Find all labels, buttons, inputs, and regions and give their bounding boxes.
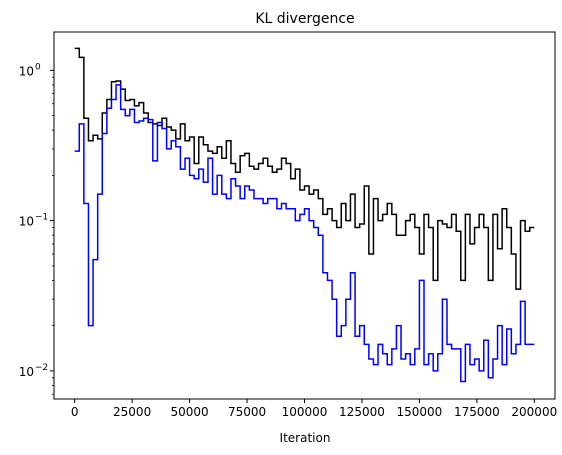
y-tick-label: 10 <box>19 64 34 78</box>
y-tick-exponent: −1 <box>35 213 48 223</box>
plot-frame <box>53 31 556 400</box>
chart-title: KL divergence <box>255 11 354 27</box>
x-tick-label: 125000 <box>339 405 385 419</box>
y-tick-label: 10 <box>19 365 34 379</box>
x-tick-label: 175000 <box>454 405 500 419</box>
x-axis-label: Iteration <box>280 431 331 445</box>
x-tick-label: 75000 <box>228 405 266 419</box>
x-tick-label: 200000 <box>511 405 557 419</box>
y-tick-exponent: 0 <box>35 62 41 72</box>
series-line-1 <box>74 84 535 383</box>
y-tick-exponent: −2 <box>35 363 48 373</box>
x-tick-label: 25000 <box>113 405 151 419</box>
y-tick-label: 10 <box>19 215 34 229</box>
x-tick-label: 150000 <box>397 405 443 419</box>
x-axis: 0 25000 50000 75000 100000 125000 150000 175000… <box>71 399 557 419</box>
x-tick-label: 0 <box>71 405 79 419</box>
series-line-0 <box>74 47 535 290</box>
x-tick-label: 50000 <box>170 405 208 419</box>
plot-area <box>74 47 535 383</box>
x-tick-label: 100000 <box>282 405 328 419</box>
